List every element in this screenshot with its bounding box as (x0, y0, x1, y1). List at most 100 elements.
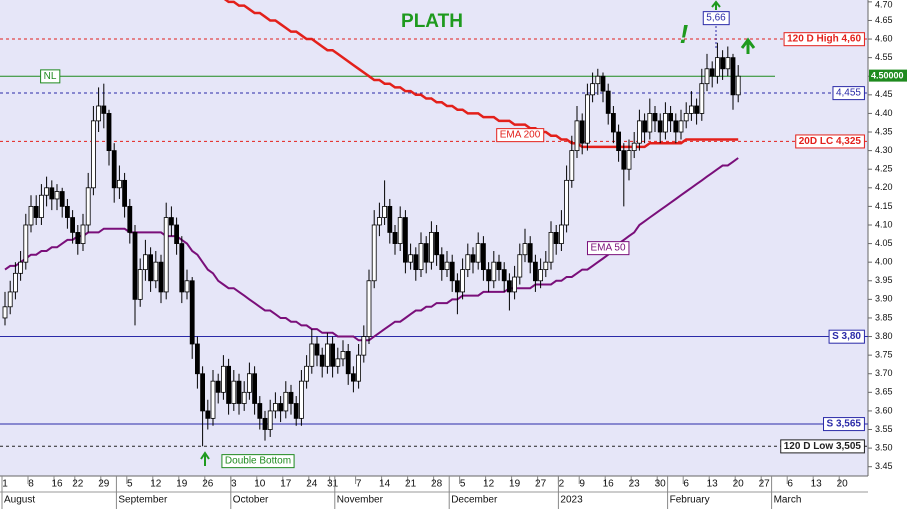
x-tick-label: 6 (683, 479, 689, 490)
candle-body (361, 336, 367, 356)
candle-body (579, 120, 585, 144)
level-label: NL (44, 71, 57, 82)
level-label-box (823, 417, 865, 432)
candle-body (392, 232, 398, 244)
candle-body (59, 191, 65, 207)
candle-body (387, 205, 393, 233)
month-label: August (4, 495, 35, 506)
candle-body (142, 254, 148, 271)
y-tick-label: 3.60 (875, 405, 893, 415)
candle-body (101, 105, 107, 114)
x-tick-label: 27 (535, 479, 547, 490)
candle-body (356, 354, 362, 382)
candle-body (694, 105, 699, 114)
level-label: 120 D High 4,60 (787, 34, 861, 45)
x-tick-label: 29 (98, 479, 110, 490)
candle-body (402, 217, 408, 263)
x-tick-label: 1 (2, 479, 8, 490)
month-label: February (670, 495, 710, 506)
arrow (711, 0, 721, 10)
candle-body (434, 232, 440, 256)
candle-body (241, 391, 247, 404)
candle-body (642, 120, 647, 133)
candle-body (517, 254, 523, 278)
candle-body (304, 365, 310, 382)
candle-body (330, 343, 336, 367)
candle-body (631, 142, 637, 152)
y-tick-label: 4.40 (875, 108, 893, 118)
month-label: September (118, 495, 168, 506)
candle-body (226, 365, 232, 404)
candle-body (215, 380, 221, 393)
y-tick-label: 4.15 (875, 201, 893, 211)
series-label-box (496, 128, 545, 143)
x-tick-label: 19 (509, 479, 521, 490)
candle-body (257, 403, 263, 419)
candle-body (621, 150, 627, 170)
candle-body (309, 343, 315, 367)
x-tick-label: 26 (202, 479, 214, 490)
level-label: S 3,80 (832, 331, 861, 342)
candle-body (111, 150, 117, 189)
x-tick-label: 20 (837, 479, 849, 490)
candle-body (709, 68, 715, 77)
candle-body (553, 232, 559, 244)
candle-body (33, 205, 39, 218)
candle-body (371, 224, 377, 282)
x-tick-label: 19 (176, 479, 188, 490)
candle-body (605, 90, 611, 114)
plot-area (0, 0, 868, 447)
x-tick-label: 9 (579, 479, 585, 490)
candle-body (460, 269, 466, 293)
candle-body (132, 232, 138, 300)
candle-body (85, 187, 91, 226)
candle-body (80, 224, 86, 244)
candle-body (496, 261, 502, 271)
candle-body (18, 261, 24, 274)
candle-body (408, 254, 414, 263)
candle-body (673, 120, 679, 133)
y-tick-label: 3.50 (875, 442, 893, 452)
candle-body (522, 243, 528, 256)
candle-body (350, 373, 356, 382)
level-label-box (828, 329, 865, 344)
y-tick-label: 4.10 (875, 219, 893, 229)
plot-background (0, 0, 868, 476)
candle-body (7, 291, 13, 308)
month-label: October (233, 495, 269, 506)
x-tick-label: 5 (127, 479, 133, 490)
annotation: ! (680, 19, 689, 49)
annotation-box (702, 11, 730, 26)
candle-body (683, 113, 689, 122)
candle-body (189, 280, 195, 345)
candle-body (647, 113, 653, 133)
candle-body (491, 261, 497, 282)
candle-body (23, 224, 29, 263)
candle-body (454, 280, 460, 293)
candle-body (465, 254, 471, 271)
ema-line (223, 0, 739, 149)
candle-body (278, 403, 284, 412)
candle-body (637, 120, 642, 144)
candle-body (54, 191, 60, 200)
candle-body (569, 150, 575, 181)
candle-body (91, 120, 96, 189)
x-tick-label: 28 (431, 479, 443, 490)
month-label: November (337, 495, 384, 506)
candle-body (324, 343, 330, 367)
candle-body (200, 373, 206, 412)
month-label: 2023 (560, 495, 583, 506)
level-label-box (832, 86, 865, 101)
y-tick-label: 3.45 (875, 461, 893, 471)
level-label: 20D LC 4,325 (799, 136, 862, 147)
month-label: December (451, 495, 498, 506)
candle-body (735, 75, 741, 96)
candle-body (470, 254, 476, 263)
candle-body (158, 261, 164, 293)
candle-body (28, 205, 34, 226)
candle-body (319, 354, 325, 367)
arrow (200, 451, 210, 466)
x-tick-label: 23 (629, 479, 641, 490)
